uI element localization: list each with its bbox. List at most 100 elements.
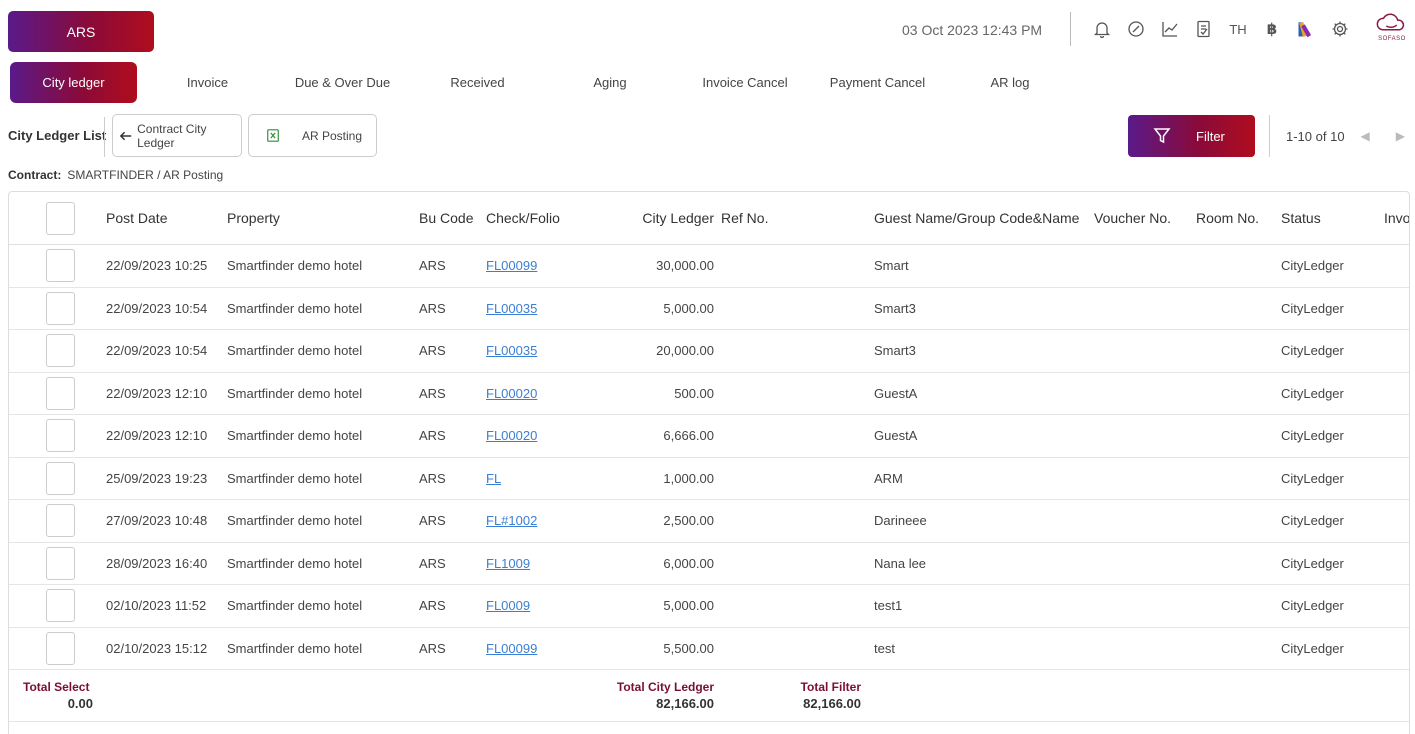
city-ledger-table: Post Date Property Bu Code Check/Folio C… bbox=[8, 191, 1410, 734]
tab-aging[interactable]: Aging bbox=[593, 75, 627, 90]
cell-city-ledger: 20,000.00 bbox=[656, 343, 714, 359]
table-row[interactable]: 22/09/2023 12:10 Smartfinder demo hotel AR… bbox=[9, 373, 1409, 415]
cell-bu-code: ARS bbox=[419, 555, 446, 571]
col-property[interactable]: Property bbox=[227, 210, 280, 226]
cell-status: CityLedger bbox=[1281, 343, 1344, 359]
folio-link[interactable]: FL bbox=[486, 470, 502, 486]
col-ref-no[interactable]: Ref No. bbox=[721, 210, 769, 226]
col-bu-code[interactable]: Bu Code bbox=[419, 210, 474, 226]
col-voucher-no[interactable]: Voucher No. bbox=[1094, 210, 1172, 226]
gauge-icon[interactable] bbox=[1119, 14, 1153, 44]
contract-label: Contract: bbox=[8, 168, 62, 182]
cell-guest-name: test bbox=[874, 640, 895, 656]
language-toggle[interactable]: TH bbox=[1229, 21, 1247, 37]
ar-posting-label: AR Posting bbox=[302, 128, 363, 143]
gear-icon[interactable] bbox=[1323, 14, 1357, 44]
row-checkbox[interactable] bbox=[46, 334, 75, 367]
cell-bu-code: ARS bbox=[419, 343, 446, 359]
table-header: Post Date Property Bu Code Check/Folio C… bbox=[9, 192, 1410, 245]
report-icon[interactable] bbox=[1187, 14, 1221, 44]
contract-info: Contract: SMARTFINDER / AR Posting bbox=[8, 168, 223, 182]
row-checkbox[interactable] bbox=[46, 546, 75, 580]
brand-button[interactable]: ARS bbox=[8, 11, 154, 52]
folio-link[interactable]: FL00035 bbox=[486, 300, 538, 316]
contract-city-ledger-label: Contract City Ledger bbox=[137, 121, 207, 150]
next-page-icon[interactable]: ▶ bbox=[1395, 129, 1406, 143]
row-checkbox[interactable] bbox=[46, 419, 75, 452]
total-filter-label: Total Filter bbox=[800, 680, 861, 694]
cell-post-date: 02/10/2023 11:52 bbox=[106, 598, 207, 614]
pagination: 1-10 of 10 ◀ ▶ bbox=[1269, 115, 1405, 157]
cell-guest-name: Smart3 bbox=[874, 300, 916, 316]
folio-link[interactable]: FL00099 bbox=[486, 258, 538, 274]
table-row[interactable]: 25/09/2023 19:23 Smartfinder demo hotel AR… bbox=[9, 458, 1409, 500]
cell-status: CityLedger bbox=[1281, 555, 1344, 571]
row-checkbox[interactable] bbox=[46, 504, 75, 537]
header-icons: TH ฿ bbox=[1085, 14, 1357, 44]
tab-ar-log[interactable]: AR log bbox=[990, 75, 1030, 90]
col-check-folio[interactable]: Check/Folio bbox=[486, 210, 560, 226]
palette-icon[interactable] bbox=[1289, 14, 1323, 44]
cell-post-date: 22/09/2023 10:54 bbox=[106, 300, 208, 316]
tab-payment-cancel[interactable]: Payment Cancel bbox=[829, 75, 926, 90]
cell-bu-code: ARS bbox=[419, 428, 446, 444]
table-row[interactable]: 22/09/2023 10:54 Smartfinder demo hotel AR… bbox=[9, 330, 1409, 373]
filter-button[interactable]: Filter bbox=[1128, 115, 1255, 157]
folio-link[interactable]: FL#1002 bbox=[486, 513, 538, 529]
table-row[interactable]: 22/09/2023 12:10 Smartfinder demo hotel AR… bbox=[9, 415, 1409, 458]
select-all-checkbox[interactable] bbox=[46, 202, 75, 235]
prev-page-icon[interactable]: ◀ bbox=[1360, 129, 1370, 143]
currency-icon[interactable]: ฿ bbox=[1266, 21, 1278, 38]
col-post-date[interactable]: Post Date bbox=[106, 210, 168, 226]
col-city-ledger[interactable]: City Ledger bbox=[642, 210, 714, 226]
tab-due-over-due[interactable]: Due & Over Due bbox=[294, 75, 391, 90]
col-status[interactable]: Status bbox=[1281, 210, 1321, 226]
total-select: Total Select 0.00 bbox=[23, 680, 93, 711]
cell-city-ledger: 6,666.00 bbox=[663, 428, 714, 444]
cell-status: CityLedger bbox=[1281, 598, 1344, 614]
col-room-no[interactable]: Room No. bbox=[1196, 210, 1260, 226]
row-checkbox[interactable] bbox=[46, 249, 75, 282]
folio-link[interactable]: FL0009 bbox=[486, 598, 531, 614]
filter-icon bbox=[1153, 128, 1171, 144]
folio-link[interactable]: FL00020 bbox=[486, 428, 538, 444]
tab-invoice[interactable]: Invoice bbox=[186, 75, 229, 90]
row-checkbox[interactable] bbox=[46, 631, 75, 665]
cell-property: Smartfinder demo hotel bbox=[227, 428, 363, 444]
col-invoice[interactable]: Invo bbox=[1384, 210, 1410, 226]
row-checkbox[interactable] bbox=[46, 376, 75, 410]
row-checkbox[interactable] bbox=[46, 291, 75, 325]
col-guest-name[interactable]: Guest Name/Group Code&Name bbox=[874, 210, 1080, 226]
row-checkbox[interactable] bbox=[46, 461, 75, 495]
cell-post-date: 22/09/2023 10:25 bbox=[106, 258, 208, 274]
tab-received[interactable]: Received bbox=[450, 75, 505, 90]
cell-city-ledger: 6,000.00 bbox=[663, 555, 714, 571]
cell-property: Smartfinder demo hotel bbox=[227, 598, 363, 614]
row-checkbox[interactable] bbox=[46, 589, 75, 622]
cell-property: Smartfinder demo hotel bbox=[227, 343, 363, 359]
folio-link[interactable]: FL00020 bbox=[486, 385, 538, 401]
table-row[interactable]: 28/09/2023 16:40 Smartfinder demo hotel AR… bbox=[9, 543, 1409, 585]
table-row[interactable]: 27/09/2023 10:48 Smartfinder demo hotel AR… bbox=[9, 500, 1409, 543]
table-row[interactable]: 02/10/2023 11:52 Smartfinder demo hotel AR… bbox=[9, 585, 1409, 628]
total-filter: Total Filter 82,166.00 bbox=[769, 680, 861, 711]
cell-city-ledger: 500.00 bbox=[674, 385, 714, 401]
tab-city-ledger[interactable]: City ledger bbox=[10, 62, 137, 103]
cell-city-ledger: 5,000.00 bbox=[663, 300, 714, 316]
excel-icon bbox=[267, 129, 279, 142]
ar-posting-button[interactable]: AR Posting bbox=[248, 114, 377, 157]
chart-icon[interactable] bbox=[1153, 14, 1187, 44]
bell-icon[interactable] bbox=[1085, 14, 1119, 44]
cell-property: Smartfinder demo hotel bbox=[227, 640, 363, 656]
filter-label: Filter bbox=[1196, 128, 1225, 144]
tab-invoice-cancel[interactable]: Invoice Cancel bbox=[702, 75, 788, 90]
folio-link[interactable]: FL00099 bbox=[486, 640, 538, 656]
folio-link[interactable]: FL00035 bbox=[486, 343, 538, 359]
header-divider bbox=[1070, 12, 1071, 46]
table-row[interactable]: 22/09/2023 10:54 Smartfinder demo hotel AR… bbox=[9, 288, 1409, 330]
folio-link[interactable]: FL1009 bbox=[486, 555, 531, 571]
table-row[interactable]: 22/09/2023 10:25 Smartfinder demo hotel AR… bbox=[9, 245, 1409, 288]
cell-status: CityLedger bbox=[1281, 428, 1344, 444]
contract-city-ledger-button[interactable]: Contract City Ledger bbox=[112, 114, 242, 157]
table-row[interactable]: 02/10/2023 15:12 Smartfinder demo hotel AR… bbox=[9, 628, 1409, 670]
